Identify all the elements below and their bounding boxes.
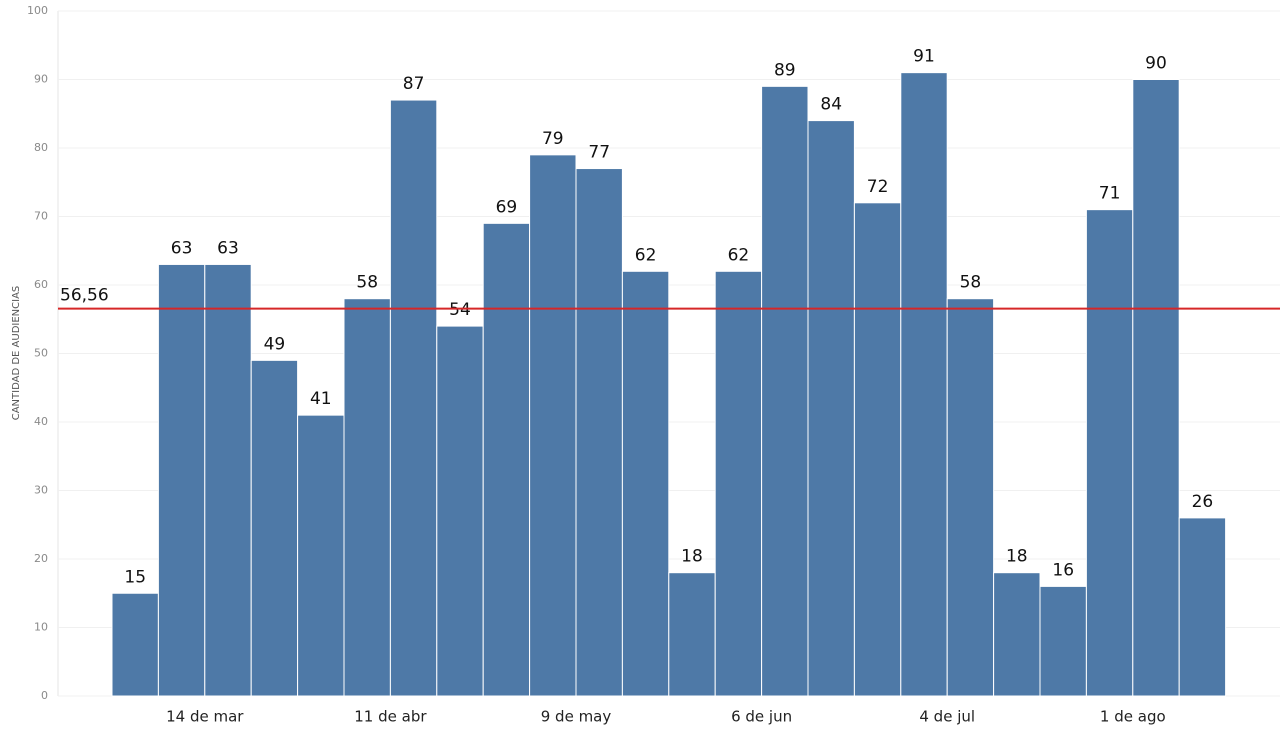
value-label: 62 bbox=[635, 245, 657, 265]
y-tick-label: 70 bbox=[34, 210, 48, 223]
value-label: 62 bbox=[728, 245, 750, 265]
bar bbox=[389, 99, 438, 697]
value-label: 89 bbox=[774, 60, 796, 80]
y-tick-label: 20 bbox=[34, 552, 48, 565]
value-label: 84 bbox=[820, 95, 842, 115]
bar bbox=[111, 592, 159, 697]
y-tick-label: 50 bbox=[34, 347, 48, 360]
bar bbox=[297, 414, 345, 697]
bar bbox=[436, 325, 484, 697]
x-tick-label: 6 de jun bbox=[731, 708, 792, 726]
value-label: 77 bbox=[588, 143, 610, 163]
bar bbox=[482, 222, 531, 697]
value-label: 87 bbox=[403, 74, 425, 94]
bar bbox=[157, 263, 206, 697]
value-label: 63 bbox=[217, 238, 239, 258]
bar bbox=[853, 202, 902, 697]
bar bbox=[343, 298, 391, 697]
value-label: 49 bbox=[264, 334, 286, 354]
bar bbox=[1132, 79, 1180, 697]
bar bbox=[761, 85, 809, 697]
y-tick-label: 80 bbox=[34, 141, 48, 154]
bar bbox=[575, 168, 623, 697]
bar bbox=[993, 572, 1041, 697]
bar bbox=[621, 270, 670, 697]
x-tick-label: 9 de may bbox=[541, 708, 612, 726]
bar bbox=[204, 263, 252, 697]
value-label: 58 bbox=[356, 273, 378, 293]
y-tick-label: 10 bbox=[34, 621, 48, 634]
value-label: 18 bbox=[1006, 547, 1028, 567]
value-label: 90 bbox=[1145, 54, 1167, 74]
bar bbox=[900, 72, 948, 697]
bar bbox=[668, 572, 716, 697]
value-label: 26 bbox=[1192, 492, 1214, 512]
bar bbox=[1085, 209, 1134, 697]
value-label: 16 bbox=[1052, 560, 1074, 580]
value-label: 58 bbox=[960, 273, 982, 293]
bar bbox=[1178, 517, 1227, 697]
y-tick-label: 0 bbox=[41, 689, 48, 702]
x-tick-label: 11 de abr bbox=[354, 708, 427, 726]
value-label: 72 bbox=[867, 177, 889, 197]
bar bbox=[529, 154, 577, 697]
value-label: 69 bbox=[496, 197, 518, 217]
x-tick-label: 4 de jul bbox=[919, 708, 975, 726]
x-tick-label: 1 de ago bbox=[1100, 708, 1166, 726]
x-tick-label: 14 de mar bbox=[166, 708, 244, 726]
y-tick-label: 100 bbox=[27, 4, 48, 17]
bar bbox=[714, 270, 763, 697]
value-label: 91 bbox=[913, 47, 935, 67]
value-label: 79 bbox=[542, 129, 564, 149]
value-label: 41 bbox=[310, 389, 332, 409]
value-label: 18 bbox=[681, 547, 703, 567]
y-tick-label: 30 bbox=[34, 484, 48, 497]
y-tick-label: 40 bbox=[34, 415, 48, 428]
bar bbox=[1039, 585, 1087, 697]
bar bbox=[250, 359, 299, 697]
value-label: 71 bbox=[1099, 184, 1121, 204]
value-label: 63 bbox=[171, 238, 193, 258]
bar bbox=[807, 120, 855, 697]
bar bbox=[946, 298, 995, 697]
y-axis-label: CANTIDAD DE AUDIENCIAS bbox=[11, 286, 22, 421]
value-label: 54 bbox=[449, 300, 471, 320]
y-tick-label: 60 bbox=[34, 278, 48, 291]
y-tick-label: 90 bbox=[34, 73, 48, 86]
reference-label: 56,56 bbox=[60, 286, 109, 306]
value-label: 15 bbox=[124, 567, 146, 587]
